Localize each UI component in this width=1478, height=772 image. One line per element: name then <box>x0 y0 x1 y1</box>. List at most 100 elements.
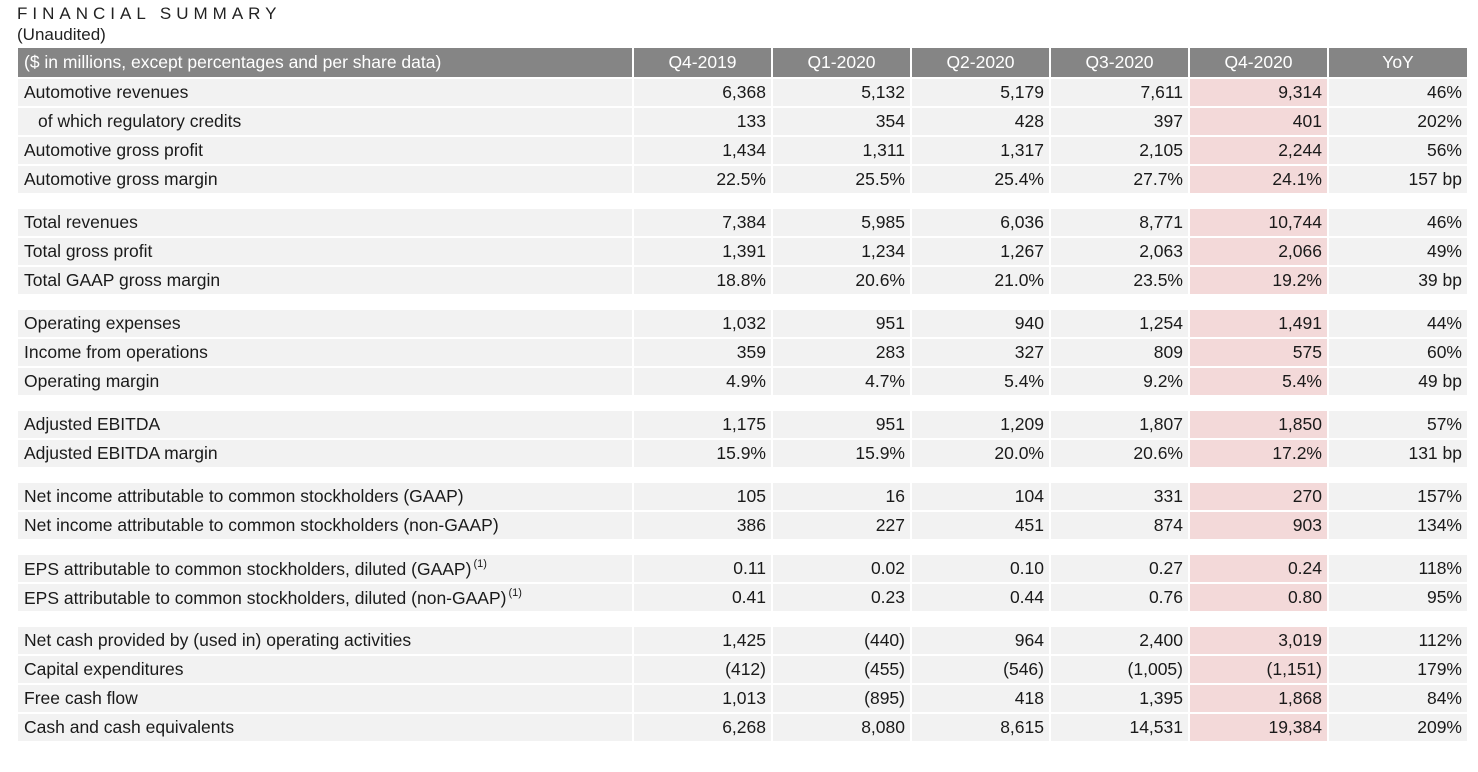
table-row: Total GAAP gross margin 18.8% 20.6% 21.0% 23… <box>18 265 1467 294</box>
cell-q2-2020: 6,036 <box>910 207 1050 237</box>
row-label: Automotive revenues <box>18 77 633 107</box>
header-q1-2020: Q1-2020 <box>771 48 911 78</box>
cell-q2-2020: 327 <box>910 337 1050 367</box>
cell-q2-2020: 104 <box>910 481 1050 511</box>
cell-q4-2019: 1,425 <box>632 625 772 655</box>
cell-q4-2020: 19,384 <box>1188 712 1328 741</box>
row-label-text: Automotive gross profit <box>24 140 203 160</box>
cell-q1-2020: 283 <box>771 337 911 367</box>
spacer-cell <box>17 467 1467 482</box>
cell-q4-2019: 6,268 <box>632 712 772 741</box>
table-row: Net cash provided by (used in) operating… <box>18 625 1467 655</box>
cell-q2-2020: 5.4% <box>910 366 1050 395</box>
cell-q4-2019: 18.8% <box>632 265 772 294</box>
cell-q3-2020: 1,395 <box>1049 683 1189 713</box>
row-label: Capital expenditures <box>18 654 633 684</box>
cell-q4-2019: 4.9% <box>632 366 772 395</box>
table-row: Net income attributable to common stockh… <box>18 481 1467 511</box>
row-label-text: Capital expenditures <box>24 659 184 679</box>
page-title: FINANCIAL SUMMARY <box>17 4 282 23</box>
cell-q1-2020: 16 <box>771 481 911 511</box>
cell-q3-2020: (1,005) <box>1049 654 1189 684</box>
cell-q3-2020: 7,611 <box>1049 77 1189 107</box>
cell-q2-2020: 940 <box>910 308 1050 338</box>
cell-q4-2020: 575 <box>1188 337 1328 367</box>
row-label: Automotive gross profit <box>18 135 633 165</box>
cell-yoy: 157% <box>1327 481 1467 511</box>
cell-q3-2020: 809 <box>1049 337 1189 367</box>
cell-q3-2020: 331 <box>1049 481 1189 511</box>
row-label-text: EPS attributable to common stockholders,… <box>24 558 472 579</box>
cell-yoy: 112% <box>1327 625 1467 655</box>
row-label-text: EPS attributable to common stockholders,… <box>24 587 507 608</box>
cell-q3-2020: 23.5% <box>1049 265 1189 294</box>
table-row: Automotive gross margin 22.5% 25.5% 25.4% 27… <box>18 164 1467 193</box>
row-label-text: Automotive gross margin <box>24 169 218 189</box>
cell-yoy: 60% <box>1327 337 1467 367</box>
row-label: EPS attributable to common stockholders,… <box>18 553 633 583</box>
cell-q4-2020: 9,314 <box>1188 77 1328 107</box>
group-spacer <box>17 467 1467 482</box>
cell-q3-2020: 14,531 <box>1049 712 1189 741</box>
row-label-text: Total GAAP gross margin <box>24 270 221 290</box>
row-label-text: Income from operations <box>24 342 208 362</box>
cell-q4-2019: 1,391 <box>632 236 772 266</box>
cell-q3-2020: 2,063 <box>1049 236 1189 266</box>
cell-q4-2020: 10,744 <box>1188 207 1328 237</box>
cell-q4-2020: 1,850 <box>1188 409 1328 439</box>
cell-q2-2020: 8,615 <box>910 712 1050 741</box>
group-spacer <box>17 611 1467 626</box>
footnote-marker: (1) <box>508 586 522 599</box>
cell-q3-2020: 20.6% <box>1049 438 1189 467</box>
cell-q1-2020: 951 <box>771 308 911 338</box>
header-q2-2020: Q2-2020 <box>910 48 1050 78</box>
cell-yoy: 118% <box>1327 553 1467 583</box>
cell-q2-2020: 1,317 <box>910 135 1050 165</box>
cell-q4-2019: 0.41 <box>632 582 772 611</box>
cell-q3-2020: 0.76 <box>1049 582 1189 611</box>
table-row: Operating margin 4.9% 4.7% 5.4% 9.2% 5.4% 49 b… <box>18 366 1467 395</box>
spacer-cell <box>17 395 1467 410</box>
row-label-text: Net income attributable to common stockh… <box>24 486 464 506</box>
cell-q4-2020: 3,019 <box>1188 625 1328 655</box>
row-label: Total GAAP gross margin <box>18 265 633 294</box>
row-label-text: Net cash provided by (used in) operating… <box>24 630 412 650</box>
table-row: Operating expenses 1,032 951 940 1,254 1,491 4… <box>18 308 1467 338</box>
cell-yoy: 44% <box>1327 308 1467 338</box>
table-row: EPS attributable to common stockholders,… <box>18 582 1467 611</box>
spacer-cell <box>17 611 1467 626</box>
cell-q1-2020: 20.6% <box>771 265 911 294</box>
row-label: of which regulatory credits <box>18 106 633 136</box>
cell-q2-2020: 1,209 <box>910 409 1050 439</box>
cell-q3-2020: 27.7% <box>1049 164 1189 193</box>
group-spacer <box>17 539 1467 554</box>
spacer-cell <box>17 294 1467 309</box>
cell-yoy: 46% <box>1327 77 1467 107</box>
header-yoy: YoY <box>1327 48 1467 78</box>
cell-yoy: 209% <box>1327 712 1467 741</box>
cell-q4-2020: 0.24 <box>1188 553 1328 583</box>
cell-q1-2020: 227 <box>771 510 911 539</box>
row-label: Adjusted EBITDA <box>18 409 633 439</box>
cell-q2-2020: 0.10 <box>910 553 1050 583</box>
cell-q1-2020: 5,132 <box>771 77 911 107</box>
table-row: Income from operations 359 283 327 809 575 60% <box>18 337 1467 367</box>
row-label: Cash and cash equivalents <box>18 712 633 741</box>
cell-q4-2019: 1,175 <box>632 409 772 439</box>
cell-yoy: 179% <box>1327 654 1467 684</box>
cell-q4-2019: 105 <box>632 481 772 511</box>
cell-yoy: 49 bp <box>1327 366 1467 395</box>
cell-yoy: 46% <box>1327 207 1467 237</box>
table-body: Automotive revenues 6,368 5,132 5,179 7,611 9… <box>17 77 1467 741</box>
row-label-text: Operating margin <box>24 371 160 391</box>
cell-q4-2019: 7,384 <box>632 207 772 237</box>
cell-q4-2020: 2,244 <box>1188 135 1328 165</box>
row-label: EPS attributable to common stockholders,… <box>18 582 633 611</box>
cell-q1-2020: 8,080 <box>771 712 911 741</box>
cell-q2-2020: (546) <box>910 654 1050 684</box>
spacer-cell <box>17 539 1467 554</box>
cell-q3-2020: 2,105 <box>1049 135 1189 165</box>
table-row: Adjusted EBITDA margin 15.9% 15.9% 20.0% 20.… <box>18 438 1467 467</box>
cell-q4-2019: 359 <box>632 337 772 367</box>
